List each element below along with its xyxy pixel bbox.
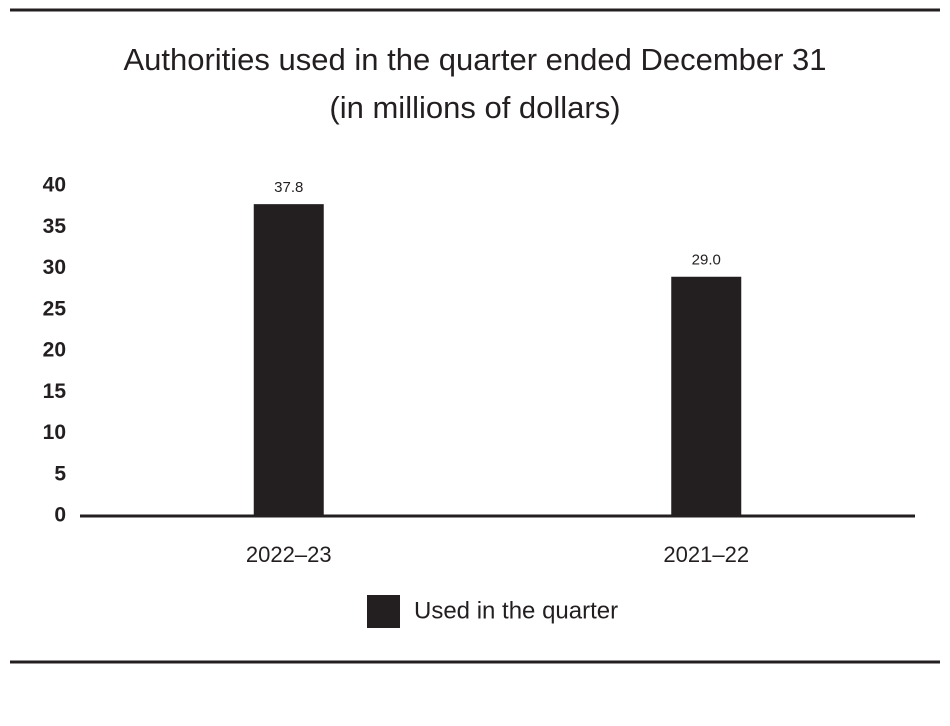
x-tick-label: 2022–23 [246, 542, 332, 567]
y-tick-label: 30 [43, 256, 66, 279]
legend-swatch [367, 595, 400, 628]
y-tick-label: 0 [54, 504, 66, 527]
bar [253, 204, 324, 516]
value-label: 29.0 [692, 252, 721, 269]
y-tick-label: 15 [43, 380, 67, 403]
value-label: 37.8 [274, 179, 303, 196]
y-tick-label: 5 [54, 462, 66, 485]
y-tick-label: 40 [43, 174, 66, 197]
y-tick-label: 25 [43, 297, 67, 320]
legend-label: Used in the quarter [414, 597, 618, 624]
x-tick-label: 2021–22 [663, 542, 749, 567]
chart-title: Authorities used in the quarter ended De… [123, 42, 826, 77]
y-tick-label: 20 [43, 339, 66, 362]
y-tick-label: 35 [43, 215, 67, 238]
y-tick-label: 10 [43, 421, 66, 444]
chart-subtitle: (in millions of dollars) [329, 90, 620, 125]
bar [671, 276, 742, 516]
